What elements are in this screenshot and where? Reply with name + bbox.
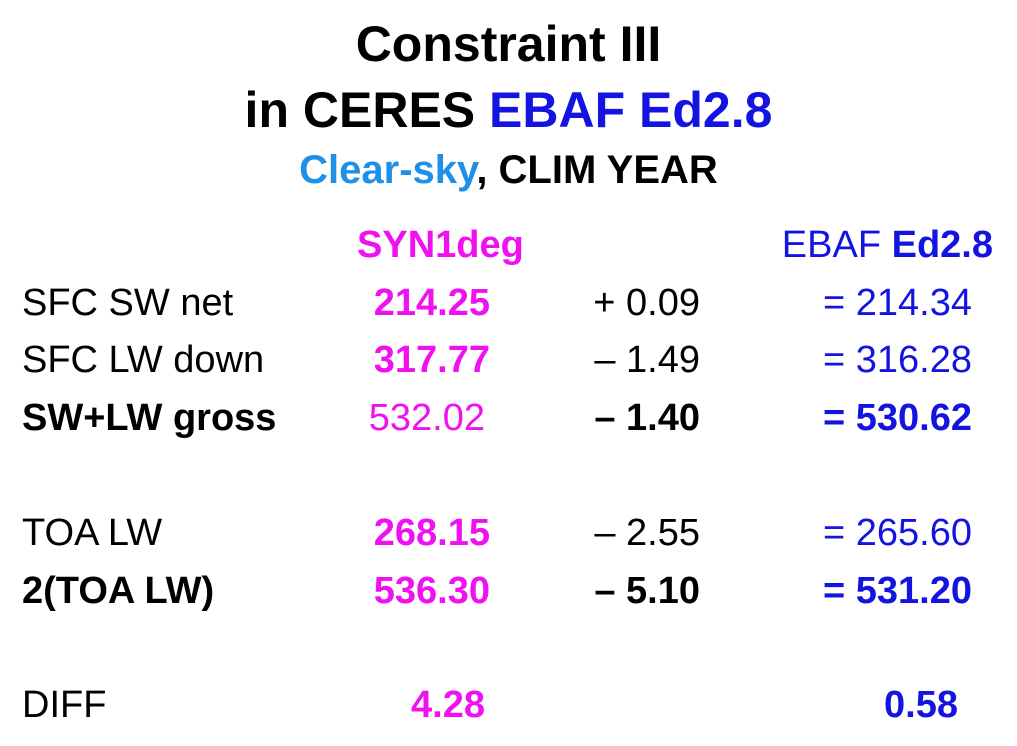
syn1deg-value: 317.77 [373, 339, 490, 381]
column-header-bold: Ed2.8 [891, 224, 993, 266]
ebaf-value: = 530.62 [823, 397, 972, 439]
column-header: SYN1deg [357, 224, 524, 266]
syn1deg-value: 4.28 [411, 684, 485, 726]
syn1deg-value: 536.30 [373, 570, 490, 612]
ebaf-value: = 265.60 [823, 512, 972, 554]
column-header-text: EBAF [781, 224, 892, 266]
row-label: SFC LW down [22, 339, 265, 381]
subtitle: Clear-sky, CLIM YEAR [0, 146, 1017, 194]
subtitle-text: , CLIM YEAR [476, 148, 718, 192]
adjustment: – 1.40 [594, 397, 700, 439]
syn1deg-value: 268.15 [373, 512, 490, 554]
title-line: Constraint III [355, 16, 662, 72]
ebaf-value: = 531.20 [823, 570, 972, 612]
row-label: DIFF [22, 684, 107, 726]
ebaf-value: = 214.34 [823, 282, 972, 324]
row-label: TOA LW [22, 512, 163, 554]
title-highlight: EBAF Ed2.8 [489, 82, 773, 138]
ebaf-value: = 316.28 [823, 339, 972, 381]
column-header: EBAF Ed2.8 [782, 223, 993, 267]
row-label: 2(TOA LW) [22, 570, 215, 612]
syn1deg-value: 532.02 [368, 397, 485, 439]
row-label: SW+LW gross [22, 397, 277, 439]
adjustment: – 5.10 [594, 570, 700, 612]
subtitle-highlight: Clear-sky [299, 148, 477, 192]
ebaf-value: 0.58 [884, 684, 958, 726]
title-text: in CERES [244, 82, 490, 138]
adjustment: – 2.55 [594, 512, 700, 554]
title-line: in CERES EBAF Ed2.8 [0, 80, 1017, 140]
adjustment: – 1.49 [594, 339, 700, 381]
syn1deg-value: 214.25 [373, 282, 490, 324]
adjustment: + 0.09 [593, 282, 700, 324]
row-label: SFC SW net [22, 282, 234, 324]
